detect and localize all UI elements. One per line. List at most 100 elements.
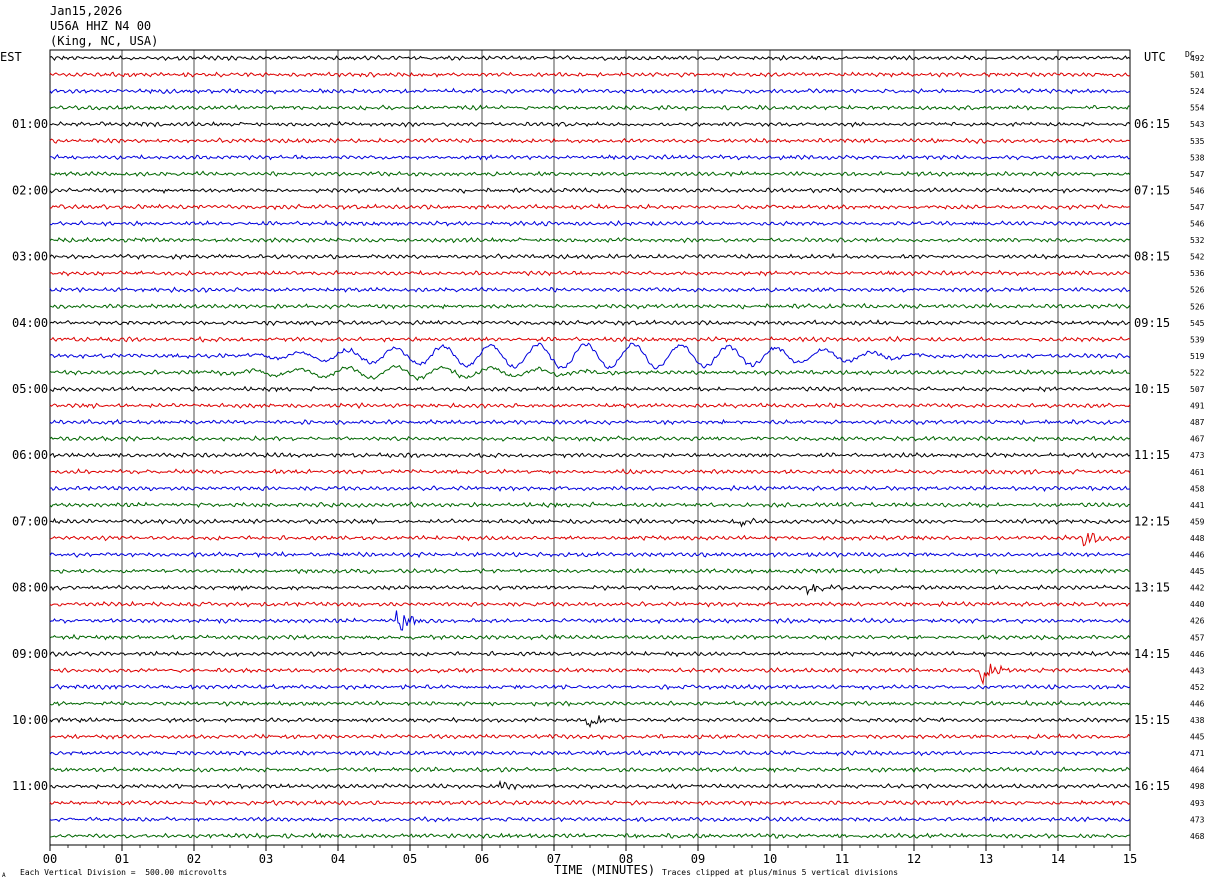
trace-line xyxy=(49,154,1131,161)
dc-offset-label: 491 xyxy=(1190,402,1205,411)
right-hour-label: 10:15 xyxy=(1134,382,1170,396)
trace-line xyxy=(49,236,1131,244)
trace-line xyxy=(49,54,1131,62)
dc-offset-label: 547 xyxy=(1190,170,1205,179)
dc-offset-label: 492 xyxy=(1190,54,1205,63)
dc-offset-label: 471 xyxy=(1190,749,1205,758)
trace-line xyxy=(49,501,1131,509)
x-tick-label: 03 xyxy=(259,852,273,866)
dc-offset-label: 467 xyxy=(1190,435,1205,444)
trace-line xyxy=(49,364,1131,381)
dc-offset-label: 443 xyxy=(1190,666,1205,675)
right-hour-label: 13:15 xyxy=(1134,581,1170,595)
trace-line xyxy=(49,302,1131,310)
trace-line xyxy=(49,517,1131,528)
dc-offset-label: 526 xyxy=(1190,286,1205,295)
left-hour-label: 02:00 xyxy=(12,183,48,197)
x-tick-label: 14 xyxy=(1051,852,1065,866)
dc-offset-label: 554 xyxy=(1190,104,1205,113)
right-hour-label: 07:15 xyxy=(1134,183,1170,197)
trace-line xyxy=(49,219,1131,227)
x-tick-label: 13 xyxy=(979,852,993,866)
x-tick-label: 02 xyxy=(187,852,201,866)
trace-line xyxy=(49,799,1131,807)
dc-column-header: DC xyxy=(1185,50,1195,59)
dc-offset-label: 542 xyxy=(1190,253,1205,262)
x-tick-label: 00 xyxy=(43,852,57,866)
right-timezone-label: UTC xyxy=(1144,50,1166,64)
dc-offset-label: 442 xyxy=(1190,584,1205,593)
right-hour-label: 15:15 xyxy=(1134,713,1170,727)
right-hour-label: 14:15 xyxy=(1134,647,1170,661)
left-hour-label: 10:00 xyxy=(12,713,48,727)
x-tick-label: 06 xyxy=(475,852,489,866)
left-hour-label: 04:00 xyxy=(12,316,48,330)
trace-line xyxy=(49,385,1131,393)
dc-offset-label: 501 xyxy=(1190,71,1205,80)
dc-offset-label: 445 xyxy=(1190,567,1205,576)
x-axis-title: TIME (MINUTES) xyxy=(554,863,656,877)
station-location: (King, NC, USA) xyxy=(50,34,159,48)
dc-offset-label: 440 xyxy=(1190,600,1205,609)
trace-line xyxy=(49,663,1131,686)
scale-note: Each Vertical Division = 500.00 microvol… xyxy=(20,868,228,877)
x-tick-label: 09 xyxy=(691,852,705,866)
dc-offset-label: 441 xyxy=(1190,501,1205,510)
right-hour-label: 08:15 xyxy=(1134,250,1170,264)
dc-offset-label: 538 xyxy=(1190,153,1205,162)
trace-line xyxy=(49,779,1131,791)
right-hour-label: 06:15 xyxy=(1134,117,1170,131)
dc-offset-label: 507 xyxy=(1190,385,1205,394)
left-hour-label: 08:00 xyxy=(12,581,48,595)
trace-line xyxy=(49,435,1131,443)
dc-offset-label: 535 xyxy=(1190,137,1205,146)
trace-line xyxy=(49,816,1131,823)
trace-line xyxy=(49,269,1131,277)
dc-offset-label: 468 xyxy=(1190,832,1205,841)
dc-offset-label: 464 xyxy=(1190,766,1205,775)
dc-offset-label: 487 xyxy=(1190,418,1205,427)
x-tick-label: 05 xyxy=(403,852,417,866)
dc-offset-label: 457 xyxy=(1190,633,1205,642)
dc-offset-label: 459 xyxy=(1190,517,1205,526)
trace-line xyxy=(49,342,1131,370)
dc-offset-label: 473 xyxy=(1190,451,1205,460)
trace-line xyxy=(49,683,1131,691)
trace-line xyxy=(49,610,1131,631)
dc-offset-label: 452 xyxy=(1190,683,1205,692)
x-tick-label: 08 xyxy=(619,852,633,866)
left-hour-label: 09:00 xyxy=(12,647,48,661)
station-code: U56A HHZ N4 00 xyxy=(50,19,152,33)
trace-line xyxy=(49,104,1131,112)
corner-mark: A xyxy=(2,872,6,879)
left-hour-label: 07:00 xyxy=(12,514,48,528)
x-tick-label: 04 xyxy=(331,852,345,866)
trace-line xyxy=(49,484,1131,492)
trace-line xyxy=(49,650,1131,658)
dc-offset-label: 458 xyxy=(1190,484,1205,493)
dc-offset-label: 539 xyxy=(1190,335,1205,344)
trace-line xyxy=(49,567,1131,575)
trace-line xyxy=(49,186,1131,194)
dc-offset-label: 446 xyxy=(1190,699,1205,708)
x-tick-label: 15 xyxy=(1123,852,1137,866)
left-hour-label: 06:00 xyxy=(12,448,48,462)
trace-line xyxy=(49,551,1131,559)
dc-offset-label: 524 xyxy=(1190,87,1205,96)
trace-line xyxy=(49,402,1131,409)
trace-line xyxy=(49,137,1131,145)
x-tick-label: 10 xyxy=(763,852,777,866)
dc-offset-label: 543 xyxy=(1190,120,1205,129)
trace-line xyxy=(49,766,1131,774)
trace-line xyxy=(49,87,1131,95)
plot-date: Jan15,2026 xyxy=(50,4,123,18)
trace-line xyxy=(49,418,1131,426)
x-tick-label: 12 xyxy=(907,852,921,866)
right-hour-label: 16:15 xyxy=(1134,779,1170,793)
trace-line xyxy=(49,252,1131,260)
trace-line xyxy=(49,203,1131,211)
left-timezone-label: EST xyxy=(0,50,22,64)
dc-offset-label: 461 xyxy=(1190,468,1205,477)
trace-line xyxy=(49,715,1131,729)
